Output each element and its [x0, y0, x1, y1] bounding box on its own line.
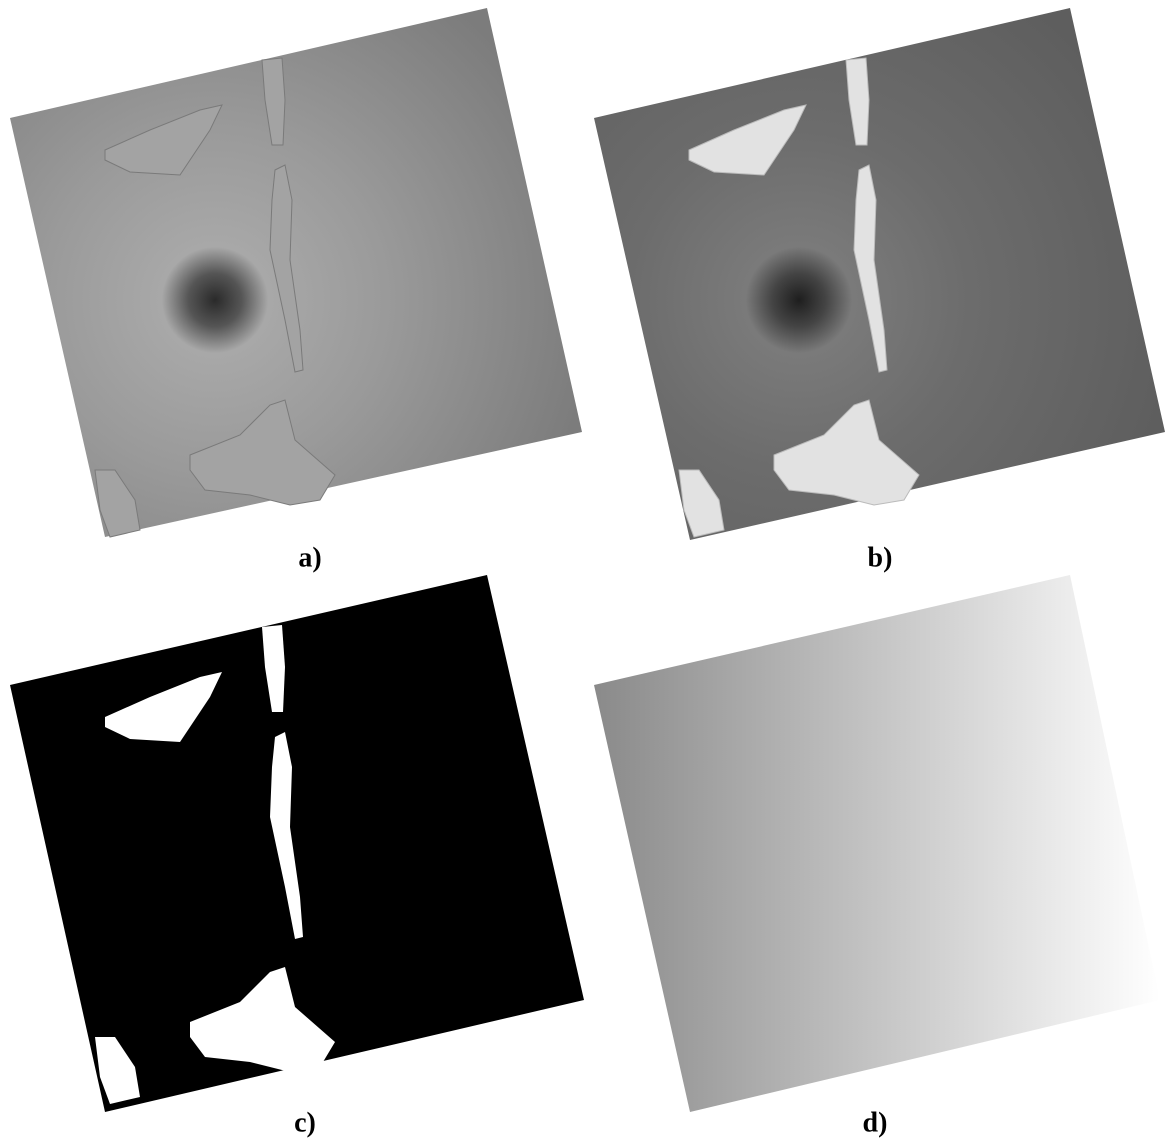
image [594, 575, 1160, 1112]
panel-a: a) [10, 8, 582, 573]
panel-label: c) [294, 1107, 316, 1138]
panel-d: d) [594, 575, 1160, 1138]
panel-c: c) [10, 575, 584, 1138]
panel-label: b) [868, 542, 893, 573]
panel-label: a) [298, 542, 321, 573]
panel-b: b) [594, 8, 1165, 573]
panel-label: d) [863, 1107, 888, 1138]
